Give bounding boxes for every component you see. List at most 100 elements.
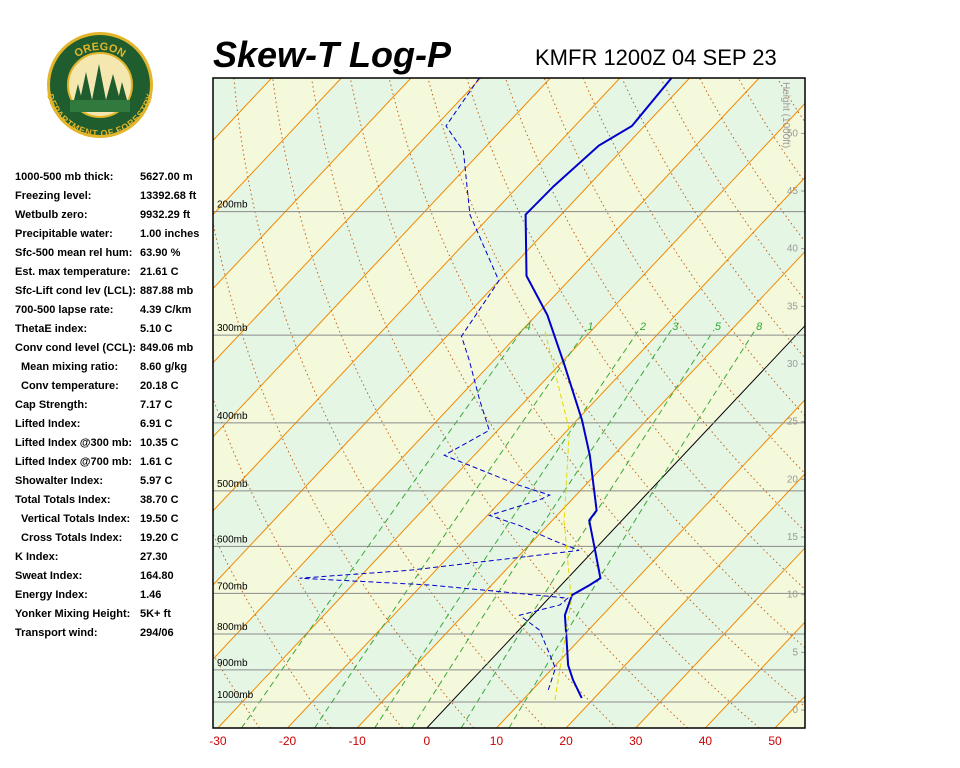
y-tick-label: 800mb — [217, 622, 248, 633]
isotherm — [213, 78, 412, 290]
indices-panel: 1000-500 mb thick: 5627.00 m Freezing leve… — [15, 171, 199, 639]
mixing-ratio-label: 5 — [715, 321, 722, 333]
plot-area — [213, 78, 960, 728]
logo-top-path: OREGON — [72, 41, 127, 60]
index-label: Vertical Totals Index: — [21, 513, 130, 525]
index-label: Sweat Index: — [15, 570, 82, 582]
dry-adiabat — [311, 78, 689, 728]
x-tick-label: 30 — [629, 734, 643, 748]
plot-frame — [212, 77, 806, 729]
y2-tick-label: 45 — [787, 186, 799, 197]
y-tick-label: 400mb — [217, 411, 248, 422]
isotherm — [635, 547, 805, 728]
index-value: 164.80 — [140, 570, 174, 582]
index-label: 700-500 lapse rate: — [15, 304, 113, 316]
index-value: 4.39 C/km — [140, 304, 192, 316]
isotherm — [213, 78, 482, 364]
index-value: 13392.68 ft — [140, 190, 197, 202]
index-value: 6.91 C — [140, 418, 172, 430]
index-label: Energy Index: — [15, 589, 88, 601]
isotherm — [213, 78, 551, 438]
y2-tick-label: 15 — [787, 532, 799, 543]
index-value: 38.70 C — [140, 494, 179, 506]
y2-tick-label: 0 — [792, 705, 798, 716]
y2-tick-label: 25 — [787, 417, 799, 428]
x-tick-label: 0 — [423, 734, 430, 748]
isotherm — [496, 399, 805, 728]
x-tick-label: -30 — [209, 734, 227, 748]
mixing-ratio-label: 1 — [587, 321, 593, 333]
y-tick-label: 700mb — [217, 581, 248, 592]
mixing-ratio-label: .4 — [522, 321, 531, 333]
index-value: 7.17 C — [140, 399, 172, 411]
index-label: Precipitable water: — [15, 228, 113, 240]
index-label: Lifted Index @700 mb: — [15, 456, 132, 468]
index-value: 5.10 C — [140, 323, 172, 335]
mixing-ratio-label: 8 — [756, 321, 763, 333]
index-value: 9932.29 ft — [140, 209, 190, 221]
y2-tick-label: 10 — [787, 590, 799, 601]
y2-axis-title: Height (1000ft) — [780, 82, 791, 148]
y-tick-label: 1000mb — [217, 690, 254, 701]
index-label: K Index: — [15, 551, 58, 563]
index-label: Showalter Index: — [15, 475, 103, 487]
dry-adiabat — [349, 78, 760, 728]
index-label: Transport wind: — [15, 627, 98, 639]
logo-trees — [74, 64, 127, 100]
isotherm — [287, 176, 805, 728]
dry-adiabat — [932, 78, 960, 728]
index-label: Lifted Index: — [15, 418, 80, 430]
x-tick-label: 40 — [699, 734, 713, 748]
x-tick-label: 20 — [559, 734, 573, 748]
y-tick-label: 200mb — [217, 200, 248, 211]
mixing-ratio-line — [314, 329, 587, 728]
dry-adiabat — [272, 78, 617, 728]
temperature-band — [213, 78, 805, 728]
isotherm — [356, 250, 805, 728]
index-label: Total Totals Index: — [15, 494, 111, 506]
logo: OREGON DEPARTMENT OF FORESTRY — [45, 32, 155, 139]
index-value: 63.90 % — [140, 247, 181, 259]
isotherm — [213, 78, 760, 660]
isotherm — [217, 102, 805, 728]
dry-adiabat — [388, 78, 805, 708]
index-label: Freezing level: — [15, 190, 91, 202]
mixing-ratio-line — [460, 329, 715, 728]
isotherm — [213, 78, 342, 216]
index-value: 5627.00 m — [140, 171, 193, 183]
x-tick-label: -20 — [279, 734, 297, 748]
index-label: Lifted Index @300 mb: — [15, 437, 132, 449]
plot-overlay: .4 1 2 3 5 8200mb300mb400mb500mb600mb700mb800… — [209, 82, 805, 748]
dry-adiabat — [894, 78, 960, 728]
index-label: Sfc-Lift cond lev (LCL): — [15, 285, 136, 297]
chart-title: Skew-T Log-P — [213, 34, 452, 75]
index-label: Mean mixing ratio: — [21, 361, 118, 373]
index-value: 8.60 g/kg — [140, 361, 187, 373]
index-value: 849.06 mb — [140, 342, 193, 354]
index-value: 10.35 C — [140, 437, 179, 449]
index-label: Sfc-500 mean rel hum: — [15, 247, 132, 259]
y-tick-label: 900mb — [217, 658, 248, 669]
x-tick-label: 10 — [490, 734, 504, 748]
dry-adiabat — [543, 78, 805, 475]
index-value: 1.46 — [140, 589, 161, 601]
index-label: Yonker Mixing Height: — [15, 608, 130, 620]
mixing-ratio-line — [411, 329, 672, 728]
index-value: 5K+ ft — [140, 608, 171, 620]
index-label: Cross Totals Index: — [21, 532, 122, 544]
dry-adiabat — [699, 78, 805, 243]
y-tick-label: 600mb — [217, 534, 248, 545]
logo-top-text: OREGON — [72, 41, 127, 60]
isotherm — [213, 78, 690, 586]
index-value: 19.50 C — [140, 513, 179, 525]
x-tick-label: -10 — [348, 734, 366, 748]
y2-tick-label: 30 — [787, 359, 799, 370]
index-value: 21.61 C — [140, 266, 179, 278]
index-label: Cap Strength: — [15, 399, 88, 411]
profile-line — [544, 329, 572, 700]
index-value: 294/06 — [140, 627, 174, 639]
index-value: 887.88 mb — [140, 285, 193, 297]
y-tick-label: 300mb — [217, 323, 248, 334]
dry-adiabat — [427, 78, 805, 649]
x-tick-label: 50 — [768, 734, 782, 748]
